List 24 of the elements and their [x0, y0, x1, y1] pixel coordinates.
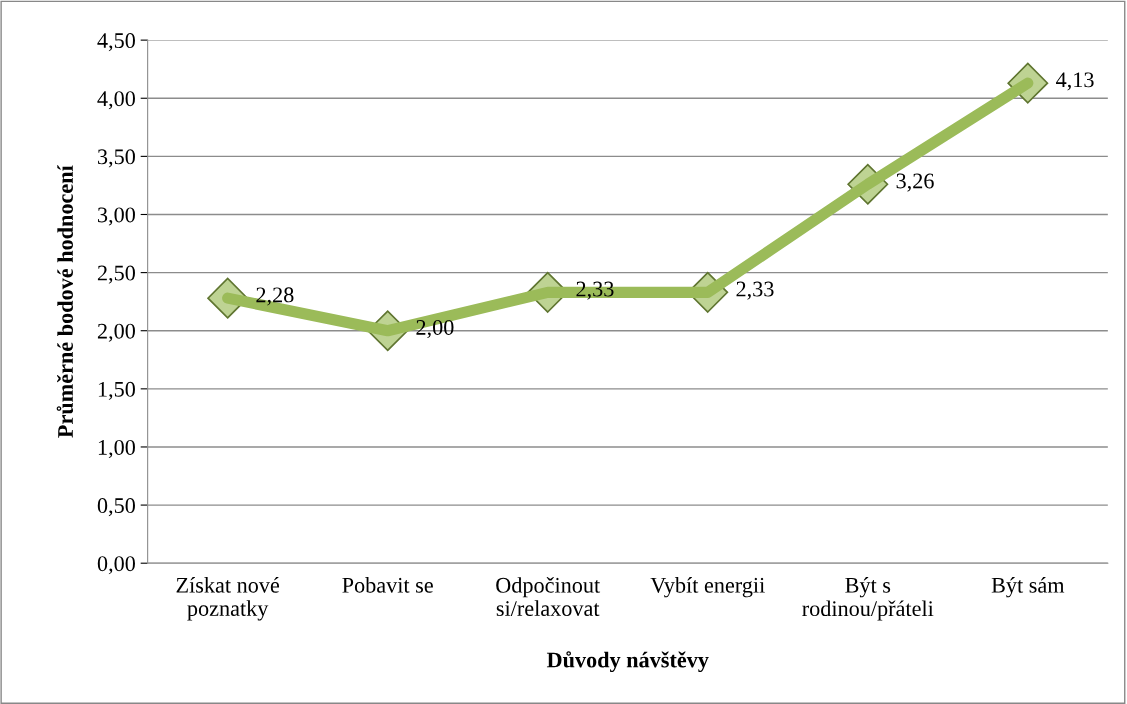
x-tick-label: Být s rodinou/přáteli	[802, 577, 934, 621]
y-tick-label: 3,00	[98, 207, 135, 226]
x-tick-label: Vybít energii	[650, 577, 765, 598]
y-tick-label: 0,50	[97, 498, 135, 517]
y-tick-label: 0,00	[97, 556, 135, 575]
y-tick-label: 1,50	[98, 381, 135, 400]
x-axis-title: Důvody návštěvy	[546, 651, 709, 673]
data-label: 4,13	[1056, 72, 1094, 91]
data-label: 2,33	[576, 281, 614, 300]
data-label: 2,28	[256, 287, 294, 306]
y-tick-label: 4,50	[97, 33, 135, 52]
y-tick-label: 2,50	[97, 265, 135, 284]
y-tick-label: 3,50	[98, 149, 135, 168]
x-tick-label: Pobavit se	[342, 577, 433, 593]
y-tick-label: 2,00	[97, 323, 135, 342]
y-axis-title: Průměrné bodové hodnocení	[56, 164, 74, 438]
x-tick-label: Získat nové poznatky	[176, 577, 280, 621]
y-tick-label: 4,00	[97, 91, 135, 110]
x-tick-label: Být sám	[991, 577, 1065, 598]
x-tick-label: Odpočinout si/relaxovat	[496, 577, 601, 617]
data-label: 2,33	[736, 281, 774, 300]
data-label: 3,26	[896, 173, 934, 192]
data-label: 2,00	[416, 319, 454, 339]
y-tick-label: 1,00	[98, 439, 135, 459]
